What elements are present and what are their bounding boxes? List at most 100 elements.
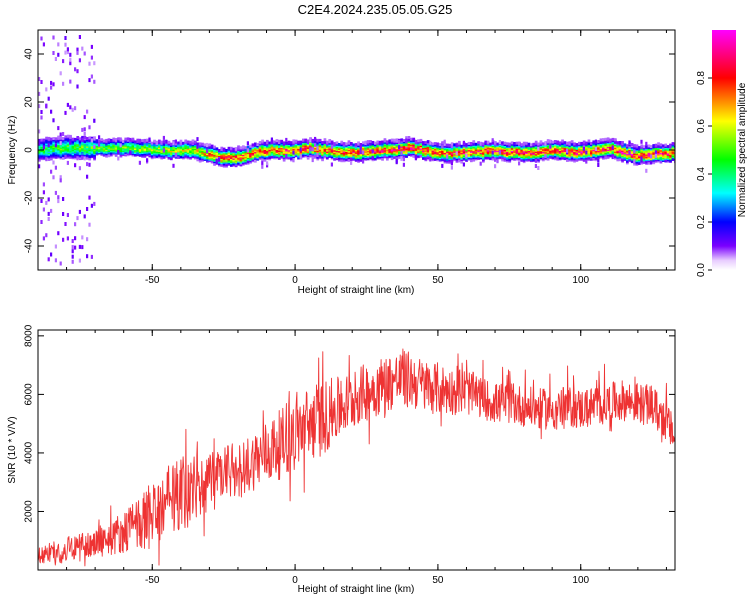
heatmap-noise	[330, 144, 333, 149]
heatmap-noise	[292, 158, 295, 163]
heatmap-cell	[321, 141, 324, 144]
heatmap-cell	[501, 141, 504, 145]
heatmap-cell	[186, 140, 190, 144]
heatmap-noise	[74, 245, 77, 250]
heatmap-cell	[122, 139, 125, 143]
heatmap-noise	[285, 137, 288, 142]
heatmap-noise	[40, 80, 43, 84]
heatmap-noise	[285, 153, 288, 158]
heatmap-cell	[251, 143, 255, 147]
heatmap-cell	[599, 138, 603, 142]
heatmap-cell	[585, 141, 588, 145]
heatmap-cell	[98, 139, 101, 143]
heatmap-noise	[62, 197, 65, 201]
heatmap-cell	[71, 137, 75, 141]
heatmap-cell	[532, 142, 536, 146]
heatmap-cell	[54, 137, 58, 141]
heatmap-noise	[50, 85, 53, 90]
heatmap-noise	[594, 147, 597, 152]
x-tick-label: -50	[145, 575, 160, 586]
heatmap-cell	[551, 140, 555, 144]
heatmap-noise	[628, 140, 631, 145]
heatmap-cell	[395, 138, 399, 142]
heatmap-noise	[52, 82, 55, 87]
heatmap-cell	[484, 140, 488, 144]
heatmap-cell	[220, 146, 224, 150]
x-tick-label: 100	[572, 575, 589, 586]
heatmap-noise	[78, 35, 81, 39]
heatmap-cell	[347, 140, 351, 144]
heatmap-noise	[83, 214, 86, 219]
heatmap-noise	[441, 144, 444, 149]
heatmap-noise	[446, 154, 449, 159]
heatmap-cell	[59, 136, 63, 140]
y-tick-label: 4000	[24, 441, 35, 464]
heatmap-cell	[354, 143, 358, 147]
heatmap-noise	[78, 244, 81, 249]
heatmap-cell	[64, 137, 68, 141]
heatmap-noise	[38, 129, 41, 134]
heatmap-noise	[76, 50, 79, 55]
heatmap-cell	[556, 140, 560, 144]
heatmap-cell	[258, 141, 262, 144]
heatmap-noise	[90, 203, 93, 208]
heatmap-cell	[45, 136, 48, 140]
heatmap-cell	[671, 142, 675, 146]
heatmap-cell	[470, 142, 473, 145]
heatmap-cell	[626, 144, 629, 148]
heatmap-cell	[323, 138, 327, 142]
heatmap-cell	[515, 141, 519, 145]
heatmap-noise	[59, 261, 62, 266]
heatmap-cell	[597, 140, 600, 143]
heatmap-cell	[393, 138, 396, 142]
heatmap-noise	[45, 233, 48, 238]
heatmap-cell	[143, 138, 147, 142]
heatmap-cell	[117, 137, 120, 141]
heatmap-noise	[42, 42, 45, 47]
heatmap-noise	[47, 257, 50, 262]
heatmap-noise	[45, 103, 48, 108]
heatmap-cell	[606, 137, 610, 141]
heatmap-noise	[90, 138, 93, 143]
heatmap-noise	[64, 50, 67, 55]
heatmap-cell	[222, 147, 226, 151]
heatmap-cell	[292, 139, 296, 143]
heatmap-cell	[294, 139, 298, 143]
heatmap-cell	[506, 142, 509, 146]
heatmap-noise	[645, 168, 648, 173]
snr-ticks: -50 0 50 100 2000 4000 6000 8000	[24, 324, 675, 586]
heatmap-noise	[47, 96, 50, 101]
heatmap-noise	[350, 160, 353, 165]
heatmap-cell	[234, 147, 238, 151]
heatmap-cell	[426, 140, 430, 144]
heatmap-noise	[71, 245, 74, 250]
heatmap-cell	[249, 144, 252, 148]
heatmap-noise	[50, 208, 53, 213]
heatmap-cell	[422, 141, 425, 145]
heatmap-cell	[537, 142, 540, 146]
heatmap-cell	[299, 140, 303, 144]
heatmap-cell	[124, 137, 128, 141]
heatmap-noise	[314, 136, 317, 141]
heatmap-noise	[83, 115, 86, 120]
heatmap-noise	[62, 237, 65, 242]
heatmap-noise	[597, 163, 600, 167]
heatmap-cell	[318, 138, 322, 142]
heatmap-noise	[359, 150, 362, 155]
heatmap-noise	[42, 207, 45, 212]
heatmap-noise	[59, 178, 62, 183]
heatmap-cell	[494, 141, 497, 145]
heatmap-noise	[633, 149, 636, 154]
heatmap-cell	[482, 142, 485, 146]
x-tick-label: 50	[432, 575, 444, 586]
heatmap-cell	[107, 138, 111, 142]
heatmap-cell	[657, 145, 660, 148]
heatmap-cell	[285, 141, 288, 145]
heatmap-noise	[479, 141, 482, 146]
heatmap-cell	[347, 158, 351, 162]
heatmap-noise	[66, 50, 69, 55]
heatmap-noise	[443, 141, 446, 146]
heatmap-cell	[227, 146, 231, 150]
heatmap-cell	[460, 160, 464, 164]
heatmap-cell	[448, 143, 452, 147]
